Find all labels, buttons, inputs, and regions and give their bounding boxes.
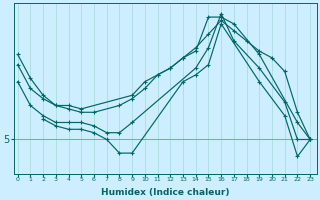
X-axis label: Humidex (Indice chaleur): Humidex (Indice chaleur) <box>101 188 229 197</box>
